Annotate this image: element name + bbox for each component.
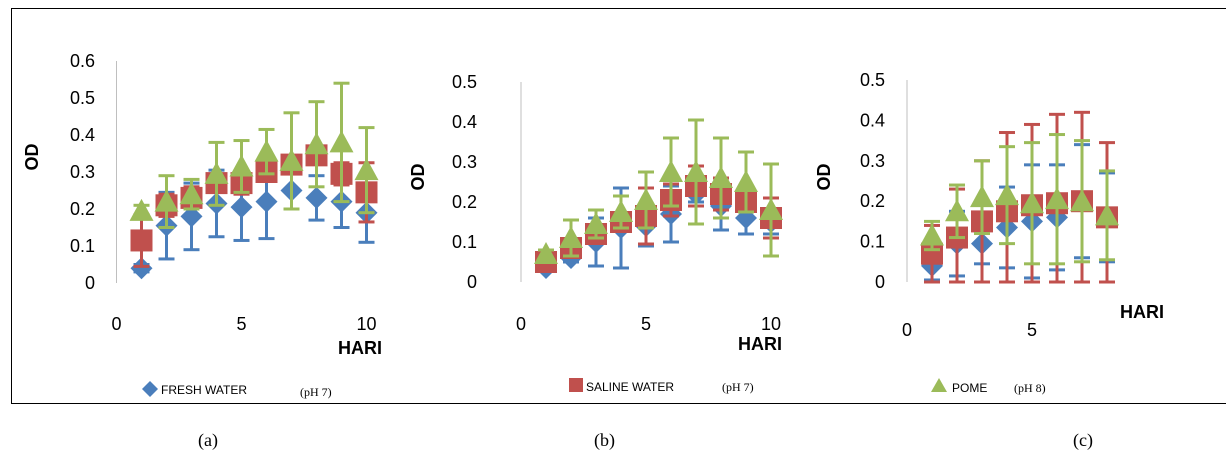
data-point-triangle — [329, 130, 354, 153]
legend-note: (pH 7) — [722, 380, 754, 394]
y-axis-title: OD — [814, 163, 834, 190]
legend-item-pome: POME (pH 8) — [931, 378, 1046, 395]
x-axis-title: HARI — [1120, 302, 1164, 322]
data-point-diamond — [305, 186, 328, 209]
data-point-triangle — [534, 242, 558, 264]
y-tick-label: 0.5 — [452, 72, 477, 92]
legend-marker-square — [569, 378, 583, 392]
data-point-triangle — [759, 198, 783, 220]
data-point-triangle — [634, 188, 658, 210]
data-point-diamond — [130, 257, 153, 280]
data-point-triangle — [995, 183, 1019, 206]
x-tick-label: 5 — [1027, 320, 1037, 340]
legend-note: (pH 8) — [1014, 381, 1046, 395]
y-tick-label: 0.1 — [452, 232, 477, 252]
y-tick-label: 0.6 — [70, 51, 95, 71]
series-pome — [920, 133, 1119, 266]
data-point-triangle — [734, 170, 758, 192]
legend-label: POME — [952, 381, 987, 395]
y-tick-label: 0.3 — [70, 162, 95, 182]
chart-panel-3: 0 0.1 0.2 0.3 0.4 0.5 0 5 OD HARI — [814, 70, 1164, 340]
panel-label-b: (b) — [594, 430, 615, 450]
data-point-triangle — [279, 148, 304, 171]
panel-label-c: (c) — [1073, 430, 1093, 450]
panel-label-a: (a) — [198, 430, 218, 450]
data-point-triangle — [1020, 191, 1044, 214]
data-point-diamond — [230, 196, 253, 219]
data-point-triangle — [354, 158, 379, 181]
legend-marker-diamond — [142, 381, 158, 397]
data-point-triangle — [229, 154, 254, 177]
data-point-triangle — [154, 189, 179, 212]
data-point-triangle — [945, 199, 969, 222]
legend: FRESH WATER (pH 7) SALINE WATER (pH 7) P… — [142, 378, 1046, 399]
data-point-triangle — [684, 160, 708, 182]
legend-label: SALINE WATER — [586, 380, 674, 394]
y-tick-label: 0.2 — [860, 191, 885, 211]
series-pome — [129, 81, 379, 229]
x-tick-label: 10 — [356, 314, 376, 334]
legend-item-fresh-water: FRESH WATER (pH 7) — [142, 381, 332, 399]
data-point-triangle — [1070, 189, 1094, 212]
figure-frame — [11, 8, 1226, 404]
y-tick-label: 0.5 — [70, 88, 95, 108]
x-tick-label: 0 — [516, 314, 526, 334]
y-tick-label: 0.4 — [860, 110, 885, 130]
y-tick-label: 0.5 — [860, 70, 885, 90]
legend-note: (pH 7) — [300, 385, 332, 399]
x-axis-title: HARI — [338, 338, 382, 358]
x-tick-label: 0 — [111, 314, 121, 334]
legend-item-saline-water: SALINE WATER (pH 7) — [569, 378, 754, 394]
x-axis-title: HARI — [738, 334, 782, 354]
x-tick-label: 5 — [236, 314, 246, 334]
y-tick-label: 0.3 — [860, 151, 885, 171]
data-point-triangle — [559, 226, 583, 248]
data-point-triangle — [1095, 203, 1119, 226]
data-point-triangle — [1045, 187, 1069, 210]
data-point-triangle — [254, 139, 279, 162]
series-pome — [534, 118, 783, 264]
data-point-triangle — [970, 185, 994, 208]
y-tick-label: 0.1 — [70, 236, 95, 256]
data-point-triangle — [129, 198, 154, 221]
data-point-triangle — [659, 160, 683, 182]
data-point-diamond — [180, 205, 203, 228]
legend-label: FRESH WATER — [161, 383, 247, 397]
y-tick-label: 0 — [467, 272, 477, 292]
chart-panel-1: 0 0.1 0.2 0.3 0.4 0.5 0.6 0 5 10 OD HARI — [22, 51, 382, 358]
chart-panel-2: 0 0.1 0.2 0.3 0.4 0.5 0 5 10 OD HARI — [408, 72, 783, 354]
y-tick-label: 0 — [85, 273, 95, 293]
y-tick-label: 0 — [875, 272, 885, 292]
data-point-triangle — [304, 132, 329, 155]
data-point-square — [130, 229, 153, 252]
data-point-triangle — [709, 166, 733, 188]
y-tick-label: 0.2 — [452, 192, 477, 212]
y-tick-label: 0.3 — [452, 152, 477, 172]
data-point-diamond — [255, 190, 278, 213]
y-tick-label: 0.4 — [70, 125, 95, 145]
data-point-triangle — [584, 212, 608, 234]
data-point-triangle — [179, 182, 204, 205]
data-point-triangle — [609, 200, 633, 222]
y-axis-title: OD — [408, 163, 428, 190]
x-tick-label: 10 — [761, 314, 781, 334]
y-tick-label: 0.4 — [452, 112, 477, 132]
y-tick-label: 0.2 — [70, 199, 95, 219]
x-tick-label: 5 — [641, 314, 651, 334]
y-axis-title: OD — [22, 143, 42, 170]
x-tick-label: 0 — [902, 320, 912, 340]
data-point-triangle — [920, 223, 944, 246]
legend-marker-triangle — [931, 378, 947, 392]
data-point-triangle — [204, 161, 229, 184]
y-tick-label: 0.1 — [860, 232, 885, 252]
